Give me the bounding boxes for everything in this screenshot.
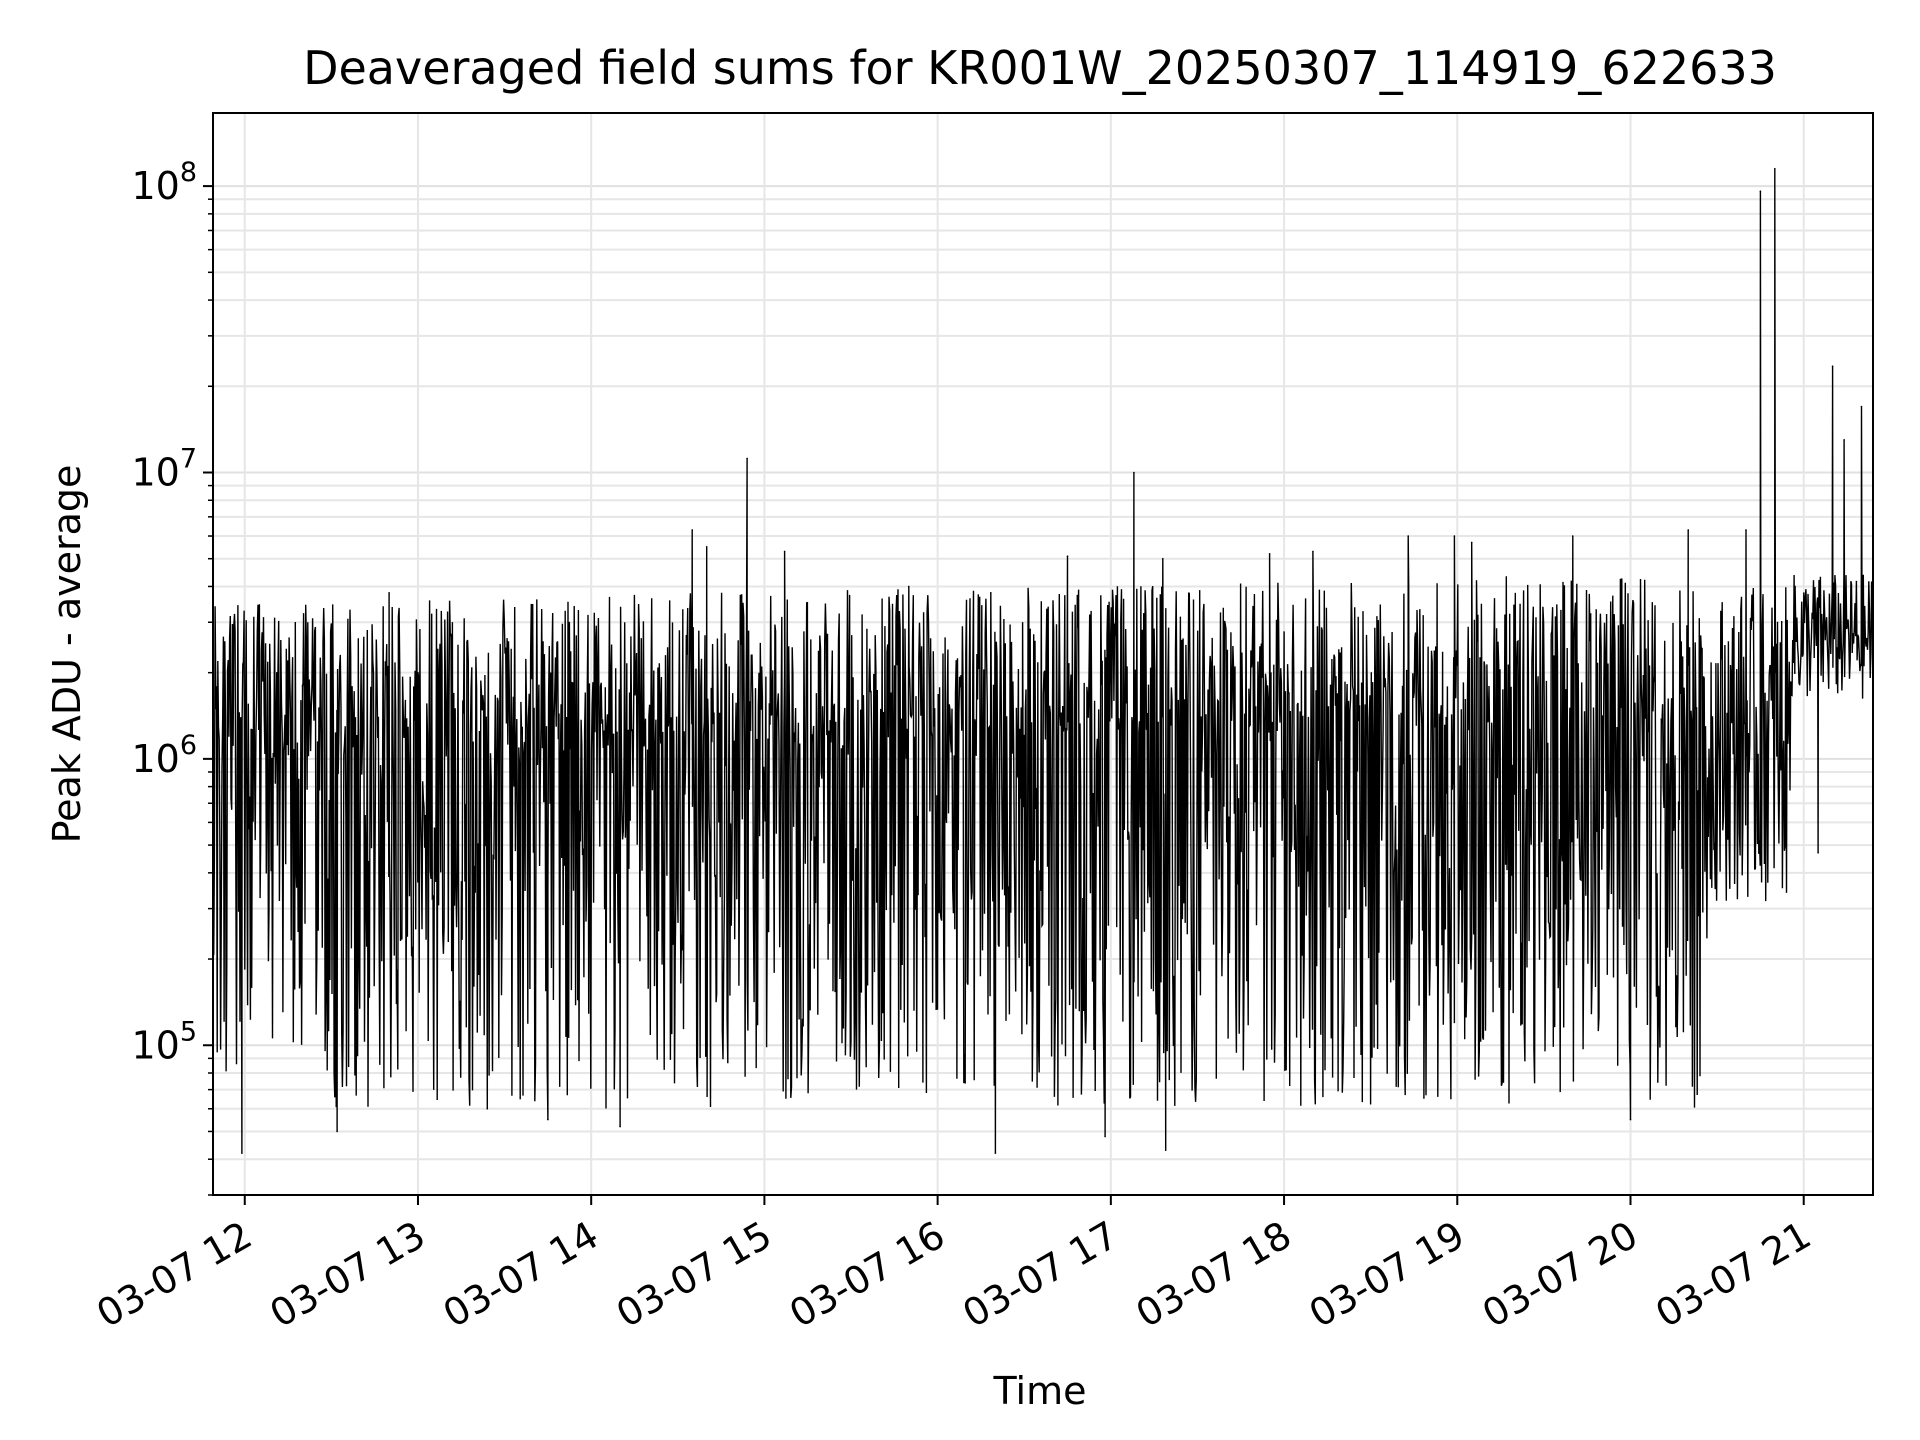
series-point xyxy=(1817,851,1819,854)
y-tick-base: 10 xyxy=(131,1023,179,1067)
plot-clip-group xyxy=(213,167,1873,1154)
series-point xyxy=(691,529,694,531)
y-tick-base: 10 xyxy=(131,164,179,208)
series-point xyxy=(1104,1135,1106,1138)
series-point xyxy=(1687,529,1690,531)
y-axis-label: Peak ADU - average xyxy=(45,465,89,844)
y-tick-label: 106 xyxy=(131,730,197,781)
series-point xyxy=(705,546,708,548)
series-point xyxy=(486,1107,489,1110)
series-point xyxy=(994,1152,997,1154)
series-point xyxy=(301,684,304,687)
series-point xyxy=(215,707,217,710)
series-point xyxy=(1066,555,1069,558)
plot-frame xyxy=(212,112,1874,1196)
series-point xyxy=(1453,535,1456,537)
series-point xyxy=(1407,535,1409,537)
series-point xyxy=(1571,535,1574,537)
series-point xyxy=(1470,541,1473,544)
series-point xyxy=(1629,1118,1632,1121)
y-tick-label: 108 xyxy=(131,157,197,208)
series-point xyxy=(619,1125,621,1128)
y-tick-base: 10 xyxy=(131,450,179,494)
series-point xyxy=(1162,557,1164,560)
y-tick-exponent: 8 xyxy=(180,157,197,188)
y-tick-label: 105 xyxy=(131,1016,197,1067)
y-tick-exponent: 5 xyxy=(180,1016,197,1047)
y-tick-label: 107 xyxy=(131,443,197,494)
series-point xyxy=(547,1118,549,1121)
series-point xyxy=(1860,405,1863,408)
series-point xyxy=(336,1130,338,1133)
series-group xyxy=(213,167,1873,1154)
plot-area xyxy=(212,112,1874,1196)
y-tick-base: 10 xyxy=(131,737,179,781)
plot-background xyxy=(213,113,1873,1195)
series-point xyxy=(746,457,748,460)
series-point xyxy=(417,671,419,674)
series-point xyxy=(1831,365,1834,368)
y-tick-exponent: 7 xyxy=(180,443,197,474)
series-point xyxy=(1268,553,1271,555)
series-line xyxy=(213,168,1873,1154)
series-point xyxy=(1745,529,1747,531)
series-point xyxy=(1759,190,1762,192)
series-point xyxy=(1312,550,1314,553)
series-point xyxy=(388,592,390,594)
x-axis-label: Time xyxy=(993,1369,1087,1413)
series-point xyxy=(1133,471,1135,474)
series-point xyxy=(1794,585,1796,588)
series-point xyxy=(907,585,910,588)
series-point xyxy=(783,550,786,553)
series-point xyxy=(1774,167,1776,170)
series-point xyxy=(241,1152,243,1154)
y-tick-exponent: 6 xyxy=(180,730,197,761)
chart-title: Deaveraged field sums for KR001W_2025030… xyxy=(303,41,1777,95)
series-point xyxy=(1843,439,1845,441)
series-point xyxy=(1164,1149,1167,1152)
